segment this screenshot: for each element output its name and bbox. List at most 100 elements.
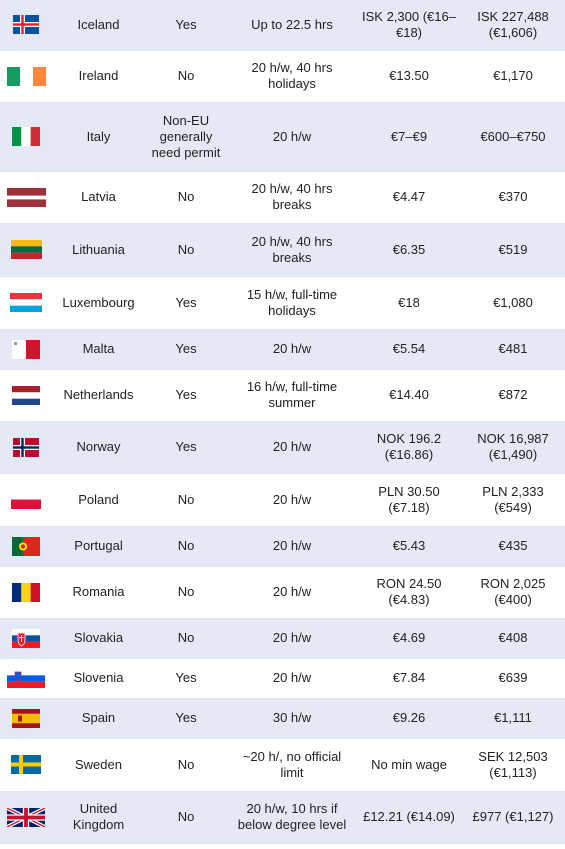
- flag-cell: [0, 791, 52, 844]
- table-row: Lithuania No 20 h/w, 40 hrs breaks €6.35 …: [0, 223, 565, 277]
- monthly-wage-cell: €872: [461, 369, 565, 422]
- table-row: Norway Yes 20 h/w NOK 196.2 (€16.86) NOK …: [0, 421, 565, 474]
- country-cell: Slovenia: [52, 658, 145, 699]
- table-row: Luxembourg Yes 15 h/w, full-time holidays…: [0, 276, 565, 330]
- country-cell: Portugal: [52, 526, 145, 567]
- portugal-flag-icon: [12, 536, 40, 556]
- country-cell: Iceland: [52, 0, 145, 51]
- permit-cell: Yes: [145, 421, 227, 474]
- romania-flag-icon: [12, 582, 40, 602]
- hours-cell: 20 h/w: [227, 566, 357, 619]
- monthly-wage-cell: €1,170: [461, 50, 565, 103]
- ireland-flag-icon: [6, 66, 46, 86]
- hourly-wage-cell: €5.54: [357, 329, 461, 370]
- hours-cell: 20 h/w, 10 hrs if below degree level: [227, 791, 357, 844]
- hours-cell: ~20 h/, no official limit: [227, 738, 357, 792]
- hours-cell: 20 h/w: [227, 618, 357, 659]
- hourly-wage-cell: €13.50: [357, 50, 461, 103]
- country-cell: Netherlands: [52, 369, 145, 422]
- sweden-flag-icon: [11, 755, 41, 774]
- country-cell: Spain: [52, 698, 145, 739]
- table-row: Slovakia No 20 h/w €4.69 €408: [0, 618, 565, 659]
- flag-cell: [0, 566, 52, 619]
- permit-cell: No: [145, 171, 227, 224]
- italy-flag-icon: [12, 127, 40, 146]
- flag-cell: [0, 369, 52, 422]
- country-cell: Romania: [52, 566, 145, 619]
- monthly-wage-cell: €1,111: [461, 698, 565, 739]
- hourly-wage-cell: €9.26: [357, 698, 461, 739]
- netherlands-flag-icon: [12, 385, 40, 405]
- hours-cell: 20 h/w: [227, 102, 357, 172]
- country-cell: Sweden: [52, 738, 145, 792]
- hourly-wage-cell: €6.35: [357, 223, 461, 277]
- monthly-wage-cell: €435: [461, 526, 565, 567]
- hourly-wage-cell: €14.40: [357, 369, 461, 422]
- monthly-wage-cell: €1,080: [461, 276, 565, 330]
- country-cell: Luxembourg: [52, 276, 145, 330]
- monthly-wage-cell: RON 2,025 (€400): [461, 566, 565, 619]
- hourly-wage-cell: RON 24.50 (€4.83): [357, 566, 461, 619]
- hours-cell: 20 h/w: [227, 329, 357, 370]
- hourly-wage-cell: €7–€9: [357, 102, 461, 172]
- monthly-wage-cell: €600–€750: [461, 102, 565, 172]
- flag-cell: [0, 223, 52, 277]
- permit-cell: No: [145, 473, 227, 527]
- monthly-wage-cell: €639: [461, 658, 565, 699]
- monthly-wage-cell: NOK 16,987 (€1,490): [461, 421, 565, 474]
- hours-cell: 15 h/w, full-time holidays: [227, 276, 357, 330]
- hourly-wage-cell: £12.21 (€14.09): [357, 791, 461, 844]
- hourly-wage-cell: €4.47: [357, 171, 461, 224]
- permit-cell: Yes: [145, 369, 227, 422]
- permit-cell: Yes: [145, 329, 227, 370]
- hours-cell: 30 h/w: [227, 698, 357, 739]
- table-row: Slovenia Yes 20 h/w €7.84 €639: [0, 658, 565, 699]
- country-cell: Malta: [52, 329, 145, 370]
- country-cell: Poland: [52, 473, 145, 527]
- permit-cell: No: [145, 618, 227, 659]
- hourly-wage-cell: ISK 2,300 (€16– €18): [357, 0, 461, 51]
- hourly-wage-cell: No min wage: [357, 738, 461, 792]
- permit-cell: No: [145, 566, 227, 619]
- flag-cell: [0, 276, 52, 330]
- hourly-wage-cell: NOK 196.2 (€16.86): [357, 421, 461, 474]
- table-row: Iceland Yes Up to 22.5 hrs ISK 2,300 (€1…: [0, 0, 565, 51]
- table-row: Italy Non-EU generally need permit 20 h/w …: [0, 102, 565, 172]
- monthly-wage-cell: €408: [461, 618, 565, 659]
- slovakia-flag-icon: [12, 628, 40, 648]
- spain-flag-icon: [12, 708, 40, 728]
- flag-cell: [0, 102, 52, 172]
- permit-cell: No: [145, 50, 227, 103]
- permit-cell: No: [145, 223, 227, 277]
- table-row: Latvia No 20 h/w, 40 hrs breaks €4.47 €37…: [0, 171, 565, 224]
- monthly-wage-cell: €519: [461, 223, 565, 277]
- luxembourg-flag-icon: [10, 293, 42, 312]
- hourly-wage-cell: PLN 30.50 (€7.18): [357, 473, 461, 527]
- monthly-wage-cell: €370: [461, 171, 565, 224]
- country-cell: Italy: [52, 102, 145, 172]
- poland-flag-icon: [11, 490, 41, 509]
- flag-cell: [0, 329, 52, 370]
- permit-cell: No: [145, 738, 227, 792]
- flag-cell: [0, 738, 52, 792]
- country-cell: Slovakia: [52, 618, 145, 659]
- hours-cell: 20 h/w: [227, 658, 357, 699]
- flag-cell: [0, 171, 52, 224]
- monthly-wage-cell: SEK 12,503 (€1,113): [461, 738, 565, 792]
- norway-flag-icon: [13, 437, 39, 457]
- monthly-wage-cell: PLN 2,333 (€549): [461, 473, 565, 527]
- table-row: Poland No 20 h/w PLN 30.50 (€7.18) PLN 2,…: [0, 473, 565, 527]
- monthly-wage-cell: ISK 227,488 (€1,606): [461, 0, 565, 51]
- flag-cell: [0, 0, 52, 51]
- table-row: United Kingdom No 20 h/w, 10 hrs if below …: [0, 791, 565, 844]
- slovenia-flag-icon: [7, 668, 45, 688]
- table-row: Netherlands Yes 16 h/w, full-time summer …: [0, 369, 565, 422]
- flag-cell: [0, 658, 52, 699]
- permit-cell: No: [145, 791, 227, 844]
- table-row: Malta Yes 20 h/w €5.54 €481: [0, 329, 565, 370]
- hourly-wage-cell: €4.69: [357, 618, 461, 659]
- hours-cell: 20 h/w: [227, 473, 357, 527]
- malta-flag-icon: [12, 339, 40, 359]
- permit-cell: Yes: [145, 276, 227, 330]
